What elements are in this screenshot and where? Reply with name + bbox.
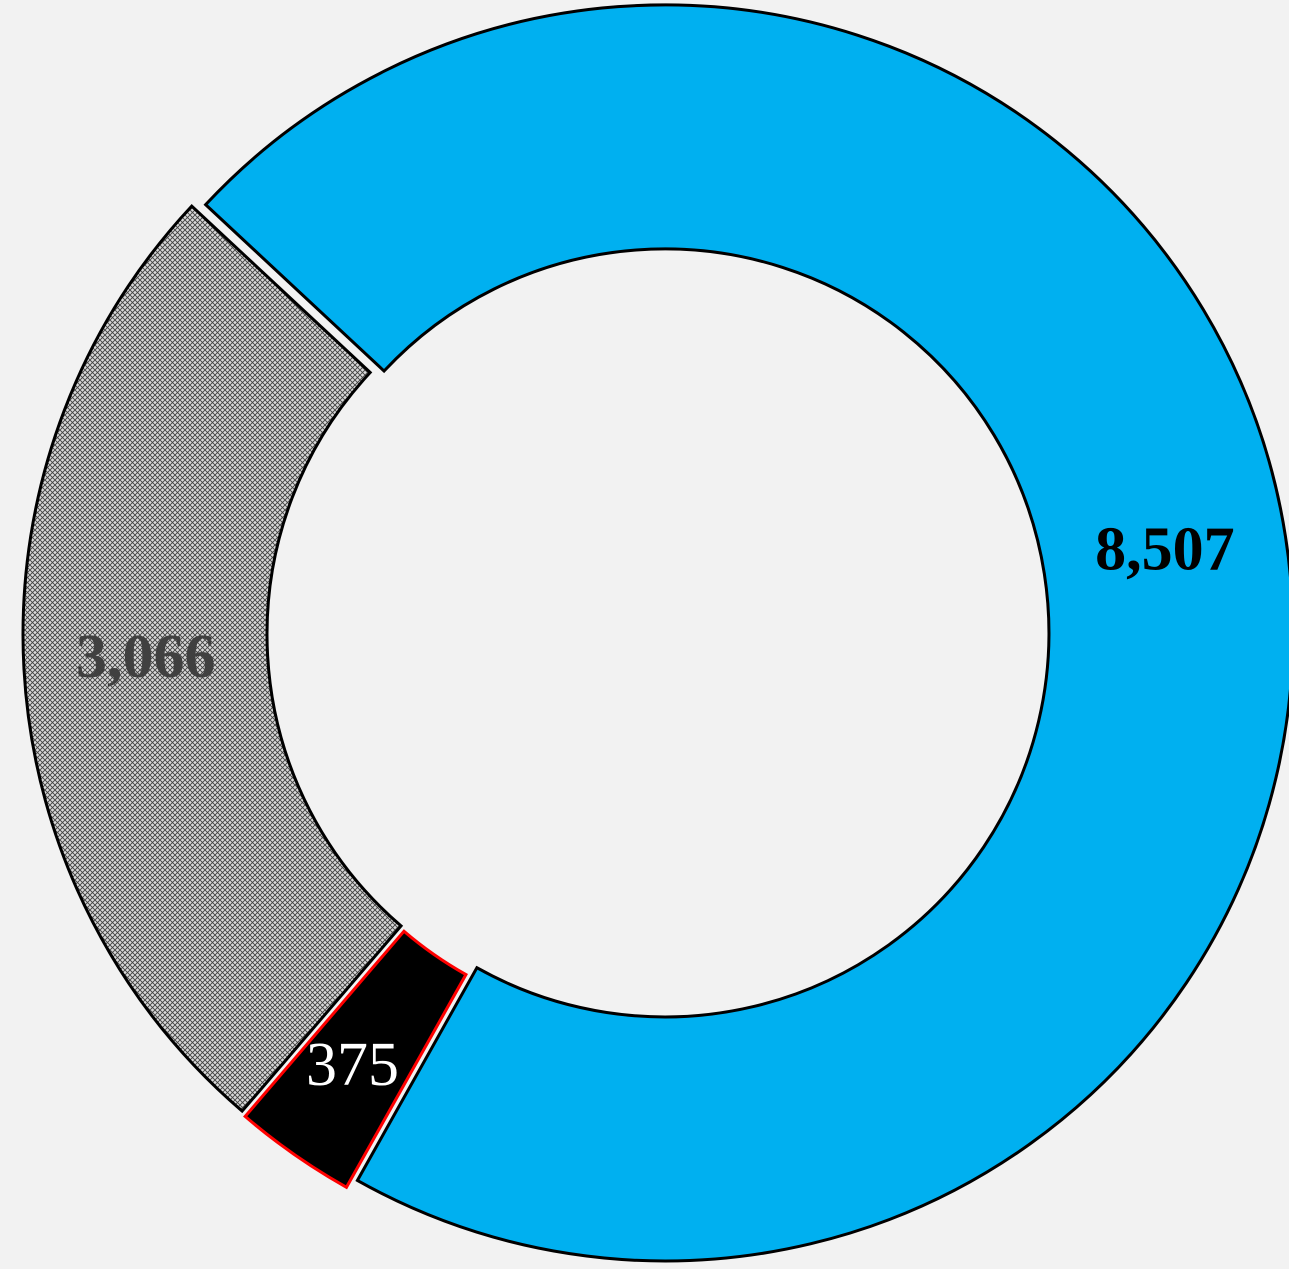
donut-segment xyxy=(243,929,468,1190)
data-label: 8,507 xyxy=(1095,515,1235,583)
data-label: 375 xyxy=(306,1031,399,1099)
donut-segment xyxy=(203,3,1289,1263)
donut-segment xyxy=(21,203,404,1114)
data-label: 3,066 xyxy=(76,623,216,691)
